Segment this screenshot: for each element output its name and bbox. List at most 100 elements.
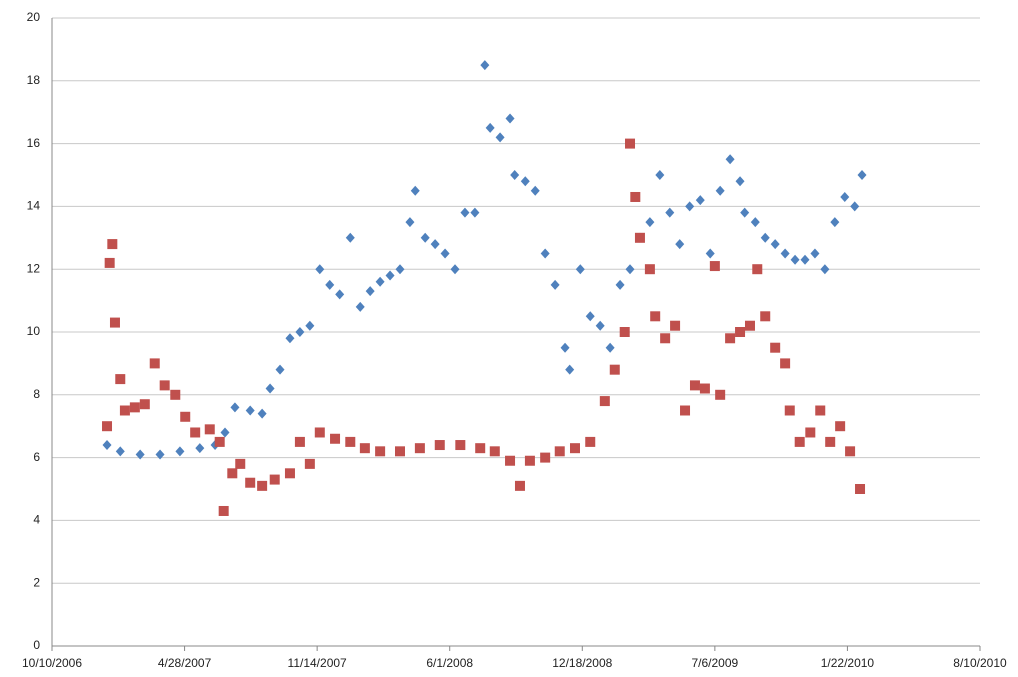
- point: [794, 436, 805, 447]
- point: [304, 458, 315, 469]
- y-tick-label: 2: [33, 575, 40, 589]
- point: [800, 254, 810, 265]
- point: [195, 443, 205, 454]
- point: [245, 405, 255, 416]
- point: [129, 402, 140, 413]
- point: [605, 342, 615, 353]
- point: [284, 468, 295, 479]
- point: [585, 311, 595, 322]
- point: [359, 443, 370, 454]
- point: [699, 383, 710, 394]
- point: [665, 207, 675, 218]
- point: [405, 217, 415, 228]
- point: [815, 405, 826, 416]
- point: [159, 380, 170, 391]
- x-tick-label: 12/18/2008: [552, 656, 612, 670]
- point: [752, 264, 763, 275]
- point: [410, 185, 420, 196]
- x-tick-label: 7/6/2009: [691, 656, 738, 670]
- y-tick-label: 12: [27, 261, 41, 275]
- point: [619, 327, 630, 337]
- point: [269, 474, 280, 485]
- point: [554, 446, 565, 457]
- point: [375, 276, 385, 287]
- point: [520, 176, 530, 187]
- point: [235, 458, 246, 469]
- point: [385, 270, 395, 281]
- y-tick-label: 0: [33, 638, 40, 652]
- x-tick-label: 1/22/2010: [821, 656, 875, 670]
- point: [375, 446, 386, 457]
- point: [139, 399, 150, 410]
- point: [450, 264, 460, 275]
- point: [440, 248, 450, 259]
- point: [275, 364, 285, 375]
- point: [505, 455, 516, 466]
- point: [740, 207, 750, 218]
- point: [780, 358, 791, 369]
- y-tick-label: 18: [27, 73, 41, 87]
- y-tick-label: 8: [33, 387, 40, 401]
- point: [345, 436, 356, 447]
- point: [455, 440, 466, 451]
- point: [345, 232, 355, 243]
- point: [680, 405, 691, 416]
- point: [770, 239, 780, 250]
- point: [265, 383, 275, 394]
- point: [115, 374, 126, 385]
- point: [625, 138, 636, 149]
- point: [805, 427, 816, 438]
- point: [565, 364, 575, 375]
- point: [115, 446, 125, 457]
- point: [485, 122, 495, 133]
- point: [230, 402, 240, 413]
- point: [634, 232, 645, 243]
- point: [489, 446, 500, 457]
- point: [330, 433, 341, 444]
- point: [102, 421, 113, 432]
- y-tick-label: 20: [27, 10, 41, 24]
- point: [204, 424, 215, 435]
- point: [550, 279, 560, 290]
- point: [825, 436, 836, 447]
- point: [650, 311, 661, 322]
- point: [855, 484, 866, 494]
- point: [644, 264, 655, 275]
- point: [585, 436, 596, 447]
- point: [857, 170, 867, 180]
- point: [414, 443, 425, 454]
- point: [685, 201, 695, 212]
- point: [660, 333, 671, 344]
- point: [314, 427, 325, 438]
- x-tick-label: 8/10/2010: [953, 656, 1007, 670]
- point: [355, 301, 365, 312]
- point: [109, 317, 120, 328]
- point: [810, 248, 820, 259]
- point: [675, 239, 685, 250]
- point: [514, 480, 525, 491]
- point: [609, 364, 620, 375]
- point: [630, 191, 641, 202]
- point: [540, 248, 550, 259]
- point: [149, 358, 160, 369]
- point: [190, 427, 201, 438]
- point: [670, 320, 681, 331]
- point: [175, 446, 185, 457]
- point: [257, 408, 267, 419]
- point: [725, 154, 735, 165]
- point: [227, 468, 238, 479]
- point: [470, 207, 480, 218]
- point: [705, 248, 715, 259]
- point: [214, 436, 225, 447]
- x-tick-label: 4/28/2007: [158, 656, 212, 670]
- point: [715, 185, 725, 196]
- point: [305, 320, 315, 331]
- point: [840, 191, 850, 202]
- point: [709, 261, 720, 272]
- point: [760, 311, 771, 322]
- point: [780, 248, 790, 259]
- point: [540, 452, 551, 463]
- point: [524, 455, 535, 466]
- point: [104, 257, 115, 268]
